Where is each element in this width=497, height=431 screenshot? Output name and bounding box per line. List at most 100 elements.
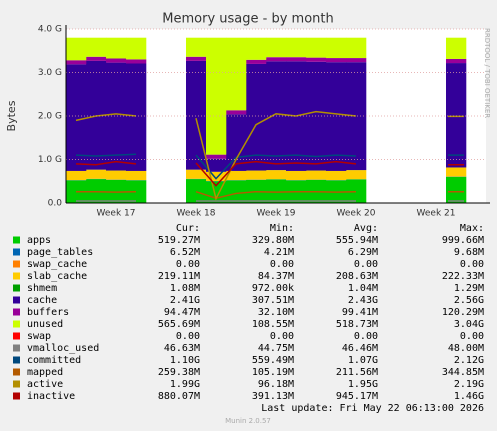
- area-segment: [266, 179, 287, 203]
- y-tick-label: 1.0 G: [38, 155, 62, 165]
- generator: Munin 2.0.57: [225, 417, 271, 425]
- y-axis-label: Bytes: [5, 100, 18, 131]
- area-segment: [346, 170, 367, 180]
- legend-stat: 0.00: [176, 259, 200, 270]
- area-segment: [226, 110, 247, 115]
- legend-stat: 0.00: [270, 331, 294, 342]
- area-segment: [306, 61, 327, 171]
- area-segment: [106, 37, 127, 59]
- legend-name: committed: [27, 355, 81, 366]
- area-segment: [186, 37, 207, 57]
- legend-name: shmem: [27, 283, 57, 294]
- area-segment: [126, 37, 147, 60]
- legend-stat: 0.00: [460, 259, 484, 270]
- area-segment: [326, 170, 347, 181]
- area-segment: [186, 179, 207, 203]
- legend-stat: 0.00: [460, 331, 484, 342]
- area-segment: [446, 58, 467, 64]
- legend-swatch: [13, 248, 20, 256]
- legend-stat: 0.00: [354, 331, 378, 342]
- y-tick-label: 3.0 G: [38, 68, 62, 78]
- legend-stat: 48.00M: [448, 343, 484, 354]
- area-segment: [126, 59, 147, 64]
- legend-stat: 565.69M: [158, 319, 200, 330]
- area-segment: [66, 64, 87, 171]
- area-segment: [186, 169, 207, 179]
- legend-name: cache: [27, 295, 57, 306]
- line-series: [75, 110, 464, 201]
- legend-stat: 6.52M: [170, 247, 200, 258]
- legend-stat: 3.04G: [454, 319, 484, 330]
- legend-swatch: [13, 380, 20, 388]
- stat-header: Max:: [460, 223, 484, 234]
- legend-stat: 0.00: [354, 259, 378, 270]
- area-segment: [286, 57, 307, 62]
- legend-stat: 211.56M: [336, 367, 378, 378]
- legend-stat: 84.37M: [258, 271, 294, 282]
- area-segment: [346, 37, 367, 59]
- legend-name: swap_cache: [27, 259, 87, 270]
- area-segment: [226, 170, 247, 181]
- legend-stat: 518.73M: [336, 319, 378, 330]
- legend-swatch: [13, 284, 20, 292]
- legend-stat: 219.11M: [158, 271, 200, 282]
- legend-swatch: [13, 320, 20, 328]
- area-segment: [226, 37, 247, 111]
- x-tick-label: Week 18: [177, 209, 216, 219]
- y-tick-label: 0.0: [48, 199, 63, 209]
- legend-stat: 2.56G: [454, 295, 484, 306]
- legend-name: swap: [27, 331, 51, 342]
- area-segment: [286, 37, 307, 58]
- area-segment: [266, 37, 287, 58]
- legend-stat: 1.46G: [454, 391, 484, 402]
- legend-name: buffers: [27, 307, 69, 318]
- area-segment: [66, 37, 87, 61]
- legend-stat: 6.29M: [348, 247, 378, 258]
- stat-header: Avg:: [354, 223, 378, 234]
- area-segment: [306, 37, 327, 58]
- legend-stat: 2.41G: [170, 295, 200, 306]
- legend-name: active: [27, 379, 63, 390]
- legend-stat: 120.29M: [442, 307, 484, 318]
- area-segment: [206, 37, 227, 155]
- legend-swatch: [13, 260, 20, 268]
- legend-stat: 46.63M: [164, 343, 200, 354]
- area-segment: [306, 170, 327, 180]
- area-segment: [206, 171, 227, 181]
- legend-name: page_tables: [27, 247, 93, 258]
- legend-stat: 1.10G: [170, 355, 200, 366]
- area-segment: [446, 37, 467, 59]
- area-segment: [106, 170, 127, 180]
- area-segment: [86, 169, 107, 179]
- legend-name: slab_cache: [27, 271, 87, 282]
- area-segment: [326, 37, 347, 59]
- area-segment: [346, 58, 367, 63]
- area-segment: [446, 176, 467, 203]
- legend-stat: 9.68M: [454, 247, 484, 258]
- legend-stat: 4.21M: [264, 247, 294, 258]
- area-segment: [346, 179, 367, 203]
- y-tick-label: 4.0 G: [38, 25, 62, 35]
- legend-name: inactive: [27, 391, 75, 402]
- legend-stat: 2.19G: [454, 379, 484, 390]
- line-series: [75, 153, 464, 180]
- legend-stat: 44.75M: [258, 343, 294, 354]
- area-segment: [246, 59, 267, 64]
- area-segment: [246, 37, 267, 60]
- area-segment: [86, 37, 107, 57]
- area-segment: [246, 170, 267, 180]
- legend-stat: 94.47M: [164, 307, 200, 318]
- legend-stat: 880.07M: [158, 391, 200, 402]
- legend-stat: 99.41M: [342, 307, 378, 318]
- legend-name: vmalloc_used: [27, 343, 99, 354]
- legend-swatch: [13, 296, 20, 304]
- legend-stat: 105.19M: [252, 367, 294, 378]
- legend-stat: 1.95G: [348, 379, 378, 390]
- area-segment: [186, 60, 207, 170]
- legend-stat: 329.80M: [252, 235, 294, 246]
- area-segment: [126, 63, 147, 171]
- x-tick-label: Week 20: [337, 209, 376, 219]
- stat-header: Cur:: [176, 223, 200, 234]
- line-series: [75, 160, 464, 187]
